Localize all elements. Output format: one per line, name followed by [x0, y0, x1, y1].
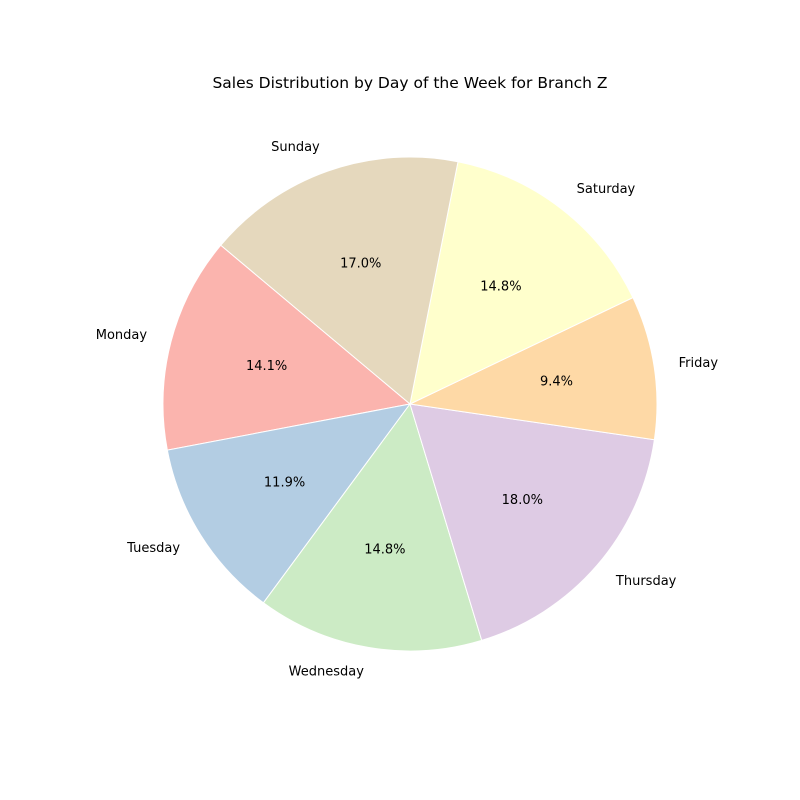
pie-slices — [162, 156, 658, 652]
pie-slice-thursday — [409, 403, 655, 641]
pct-label-monday: 14.1% — [246, 359, 287, 374]
pie-slice-wednesday — [262, 402, 483, 652]
pie-slice-friday — [408, 296, 658, 441]
pct-label-saturday: 14.8% — [480, 279, 521, 294]
slice-label-sunday: Sunday — [271, 140, 320, 155]
pct-label-tuesday: 11.9% — [264, 475, 305, 490]
pie-slice-sunday — [220, 156, 459, 405]
pct-label-wednesday: 14.8% — [364, 543, 405, 558]
slice-label-friday: Friday — [679, 356, 719, 371]
slice-label-monday: Monday — [96, 328, 148, 343]
slice-label-thursday: Thursday — [615, 574, 677, 589]
pct-label-friday: 9.4% — [540, 374, 573, 389]
chart-title: Sales Distribution by Day of the Week fo… — [212, 74, 607, 92]
pie-slice-saturday — [409, 161, 634, 405]
pie-slice-tuesday — [166, 403, 412, 604]
pie-slice-monday — [162, 244, 412, 451]
slice-label-tuesday: Tuesday — [126, 541, 180, 556]
pct-label-thursday: 18.0% — [502, 493, 543, 508]
pct-label-sunday: 17.0% — [340, 257, 381, 272]
slice-label-saturday: Saturday — [577, 182, 636, 197]
slice-label-wednesday: Wednesday — [289, 664, 365, 679]
pie-labels: Monday 14.1% Tuesday 11.9% Wednesday 14.8% Thu… — [96, 140, 719, 679]
